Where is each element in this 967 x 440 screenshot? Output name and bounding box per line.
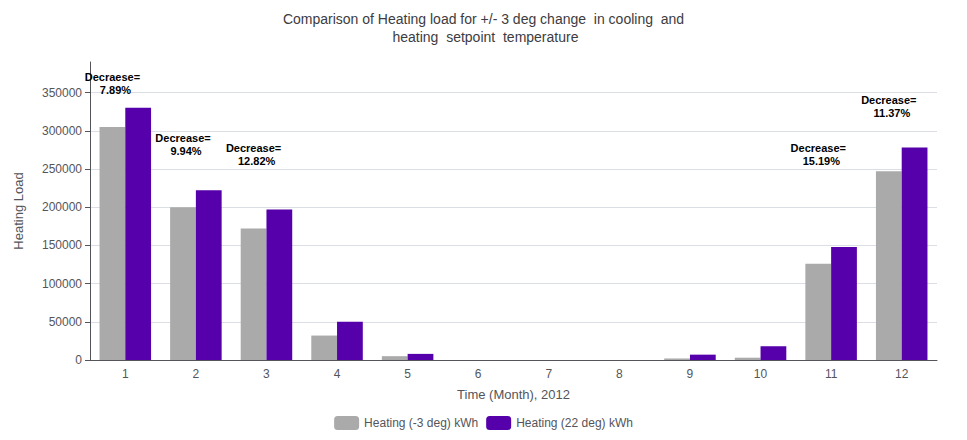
svg-text:2: 2	[193, 367, 200, 381]
svg-text:100000: 100000	[42, 277, 82, 291]
svg-text:9.94%: 9.94%	[164, 145, 202, 157]
svg-text:Decrease=: Decrease=	[226, 142, 281, 154]
svg-text:Heating (22 deg) kWh: Heating (22 deg) kWh	[516, 416, 633, 430]
svg-text:10: 10	[754, 367, 768, 381]
svg-text:7.89%: 7.89%	[94, 84, 132, 96]
svg-text:7: 7	[545, 367, 552, 381]
svg-text:300000: 300000	[42, 124, 82, 138]
svg-text:heating setpoint temperature: heating setpoint temperature	[389, 29, 579, 45]
svg-text:1: 1	[122, 367, 129, 381]
svg-text:8: 8	[616, 367, 623, 381]
svg-text:12: 12	[895, 367, 909, 381]
svg-text:0: 0	[75, 353, 82, 367]
svg-text:12.82%: 12.82%	[232, 155, 276, 167]
svg-text:Heating Load: Heating Load	[11, 172, 26, 249]
svg-text:200000: 200000	[42, 200, 82, 214]
svg-text:9: 9	[687, 367, 694, 381]
svg-text:350000: 350000	[42, 86, 82, 100]
svg-text:Decrease=: Decrease=	[791, 142, 846, 154]
svg-text:11.37%: 11.37%	[867, 107, 910, 119]
svg-text:50000: 50000	[49, 315, 83, 329]
svg-text:11: 11	[825, 367, 838, 381]
svg-text:5: 5	[404, 367, 411, 381]
svg-text:Heating (-3 deg) kWh: Heating (-3 deg) kWh	[364, 416, 478, 430]
svg-text:Decraese=: Decraese=	[85, 71, 140, 83]
svg-text:Time (Month), 2012: Time (Month), 2012	[457, 387, 570, 402]
svg-text:Decrease=: Decrease=	[155, 132, 210, 144]
svg-text:15.19%: 15.19%	[797, 155, 841, 167]
svg-text:150000: 150000	[42, 238, 82, 252]
svg-text:4: 4	[334, 367, 341, 381]
svg-text:Comparison of Heating load for: Comparison of Heating load for +/- 3 deg…	[283, 11, 684, 27]
svg-text:6: 6	[475, 367, 482, 381]
svg-text:3: 3	[263, 367, 270, 381]
svg-text:250000: 250000	[42, 162, 82, 176]
svg-text:Decrease=: Decrease=	[861, 94, 916, 106]
